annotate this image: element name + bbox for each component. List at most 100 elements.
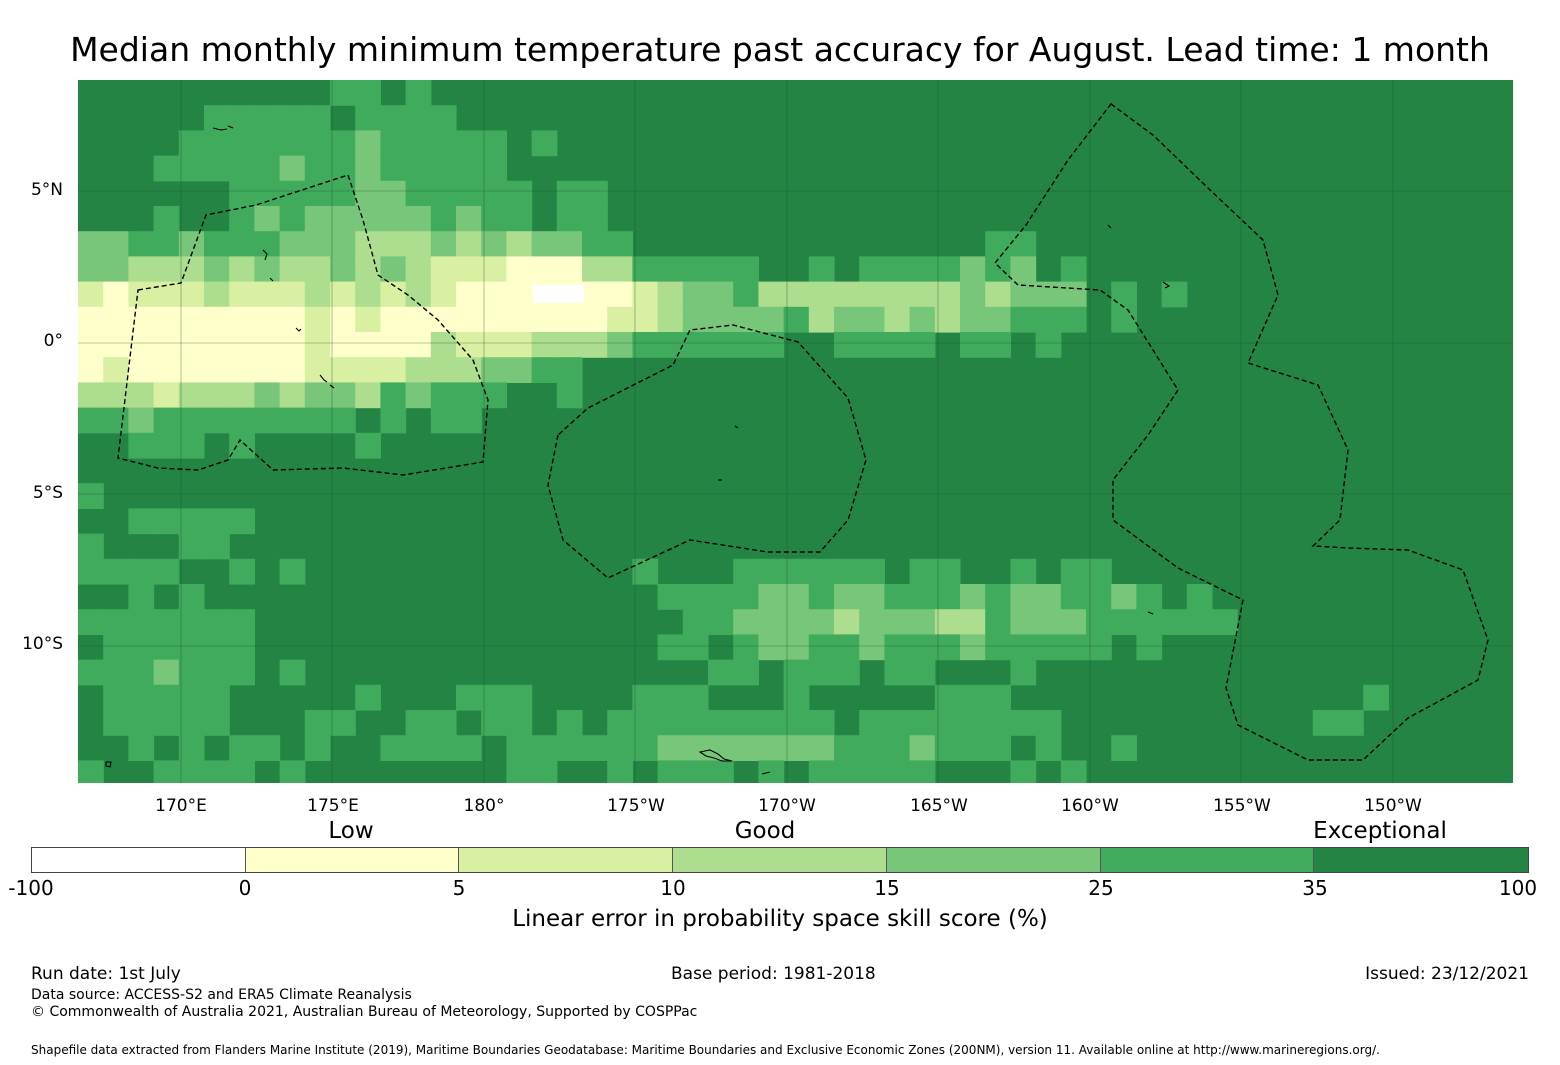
skill-cell [682,684,709,711]
skill-cell [204,231,230,257]
skill-cell [254,332,281,358]
skill-cell [229,508,255,535]
skill-cell [430,735,457,761]
skill-cell [103,659,129,686]
skill-cell [330,231,356,257]
skill-cell [985,735,1011,761]
skill-cell [1035,735,1062,761]
skill-cell [204,281,230,308]
skill-cell [1060,584,1087,610]
skill-cell [330,256,356,283]
skill-cell [330,407,356,434]
skill-cell [758,634,785,661]
skill-cell [808,281,835,308]
skill-cell [456,281,482,308]
skill-cell [531,357,558,383]
skill-cell [859,609,885,635]
colorbar [31,847,1529,873]
skill-cell [103,281,129,308]
skill-cell [1086,609,1112,635]
skill-cell [204,382,230,409]
skill-cell [279,306,306,333]
skill-cell [708,659,734,686]
skill-cell [884,332,911,358]
skill-cell [1338,710,1364,736]
skill-cell [254,407,281,434]
skill-cell [481,332,507,358]
eez-boundary-kiribati-phoenix [547,324,867,579]
skill-cell [103,357,129,383]
skill-cell [405,180,432,207]
skill-cell [178,609,205,635]
skill-cell [128,256,155,283]
skill-cell [506,357,533,383]
skill-cell [834,760,860,783]
island [734,425,739,429]
skill-cell [506,180,533,207]
skill-cell [178,357,205,383]
map-title: Median monthly minimum temperature past … [70,30,1490,69]
skill-cell [304,231,331,257]
skill-cell [985,584,1011,610]
skill-cell [178,382,205,409]
skill-cell [582,180,608,207]
skill-cell [481,281,507,308]
skill-cell [1035,306,1062,333]
skill-cell [204,684,230,711]
skill-cell [380,180,407,207]
skill-cell [1010,609,1037,635]
skill-cell [128,407,155,434]
skill-cell [481,231,507,257]
island [295,327,302,332]
skill-cell [229,180,255,207]
skill-cell [204,760,230,783]
skill-cell [254,130,281,157]
skill-cell [808,735,835,761]
skill-cell [355,281,381,308]
colorbar-segment [459,848,674,872]
skill-cell [153,558,180,585]
skill-cell [254,155,281,182]
skill-cell [153,206,180,232]
skill-cell [682,332,709,358]
skill-cell [229,256,255,283]
skill-cell [1035,281,1062,308]
skill-cell [960,710,986,736]
skill-cell [909,306,936,333]
skill-cell [783,558,810,585]
skill-cell [153,357,180,383]
skill-cell [279,760,306,783]
skill-cell [254,357,281,383]
skill-cell [506,306,533,333]
skill-cell [78,382,104,409]
skill-cell [1035,332,1062,358]
skill-cell [204,659,230,686]
skill-cell [960,281,986,308]
run-date: Run date: 1st July [31,964,181,984]
skill-cell [909,634,936,661]
skill-cell [304,281,331,308]
skill-cell [582,735,608,761]
skill-cell [582,206,608,232]
skill-cell [708,584,734,610]
skill-cell [884,710,911,736]
skill-cell [279,357,306,383]
skill-cell [607,735,633,761]
skill-cell [254,306,281,333]
skill-cell [456,206,482,232]
skill-cell [229,281,255,308]
skill-cell [380,407,407,434]
skill-cell [229,382,255,409]
skill-cell [229,155,255,182]
skill-cell [531,306,558,333]
skill-cell [78,659,104,686]
skill-cell [229,332,255,358]
skill-cell [178,533,205,560]
skill-cell [1111,735,1137,761]
skill-cell [304,407,331,434]
skill-cell [456,735,482,761]
skill-cell [355,80,381,106]
legend-category-low: Low [328,818,374,844]
skill-cell [153,231,180,257]
skill-cell [153,432,180,459]
